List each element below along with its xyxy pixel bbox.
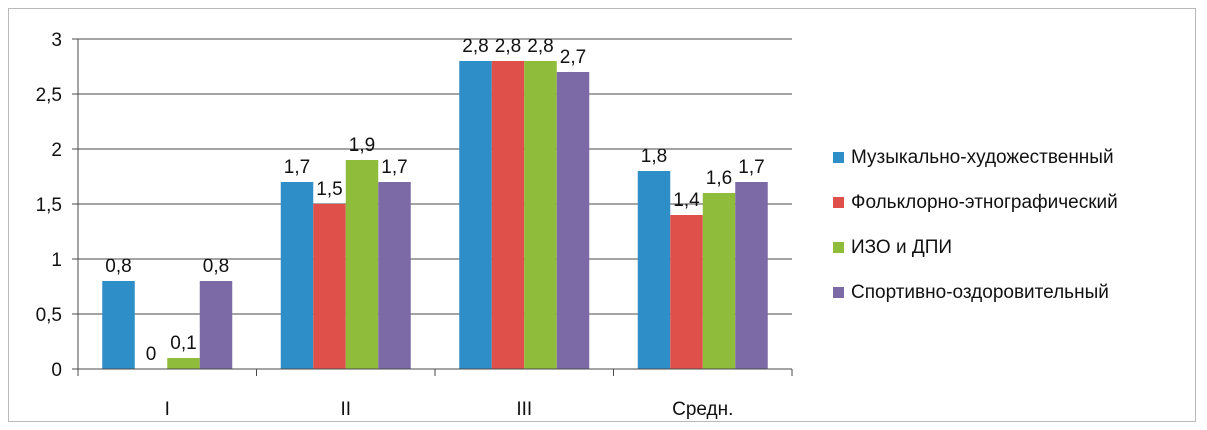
data-label: 0,1 [170,333,196,354]
bar [345,160,379,369]
data-label: 2,8 [462,36,488,57]
bar [670,215,703,369]
bar [313,204,346,369]
bar [735,182,768,369]
data-label: 1,8 [641,146,667,167]
data-label: 2,7 [560,47,586,68]
bar [637,171,671,369]
y-tick-label: 0,5 [36,305,62,326]
legend-label: Фольклорно-этнографический [851,192,1118,213]
bar [459,61,492,369]
bar [378,182,411,369]
legend-swatch [833,242,844,253]
bar [524,61,557,369]
data-label: 1,7 [284,157,310,178]
legend: Музыкально-художественный Фольклорно-этно… [833,147,1118,303]
legend-swatch [833,287,844,298]
y-tick-label: 2 [51,140,62,161]
x-tick-label: I [165,399,170,420]
bar [167,358,200,369]
bar [199,281,233,369]
y-tick-label: 1 [51,250,62,271]
bar [280,182,314,369]
y-tick-label: 3 [51,30,62,51]
data-label: 1,9 [349,135,375,156]
data-labels: 0,8 0 0,1 0,8 1,7 1,5 1,9 1,7 2,8 2,8 2,8 2,7 1,8 1,4… [105,36,764,365]
data-label: 1,4 [673,190,700,211]
x-tick-label: Средн. [672,399,733,420]
bar [102,281,135,369]
bar [556,72,590,369]
data-label: 0 [146,344,157,365]
y-tick-label: 0 [51,360,62,381]
data-label: 1,6 [706,168,732,189]
data-label: 1,5 [316,179,342,200]
y-tick-label: 2,5 [36,85,62,106]
x-tick-label: II [340,399,351,420]
bar [491,61,525,369]
y-tick-label: 1,5 [36,195,62,216]
legend-label: Музыкально-художественный [851,147,1114,168]
bar [702,193,736,369]
x-tick-label: III [516,399,532,420]
data-label: 0,8 [105,256,131,277]
legend-label: ИЗО и ДПИ [851,237,952,258]
data-label: 2,8 [527,36,553,57]
data-label: 2,8 [495,36,521,57]
data-label: 1,7 [381,157,407,178]
legend-swatch [833,152,844,163]
data-label: 1,7 [738,157,764,178]
data-label: 0,8 [203,256,229,277]
legend-swatch [833,197,844,208]
bars [102,61,768,369]
axes: 00,511,522,53I II III Средн. [36,30,793,420]
legend-label: Спортивно-оздоровительный [851,282,1109,303]
